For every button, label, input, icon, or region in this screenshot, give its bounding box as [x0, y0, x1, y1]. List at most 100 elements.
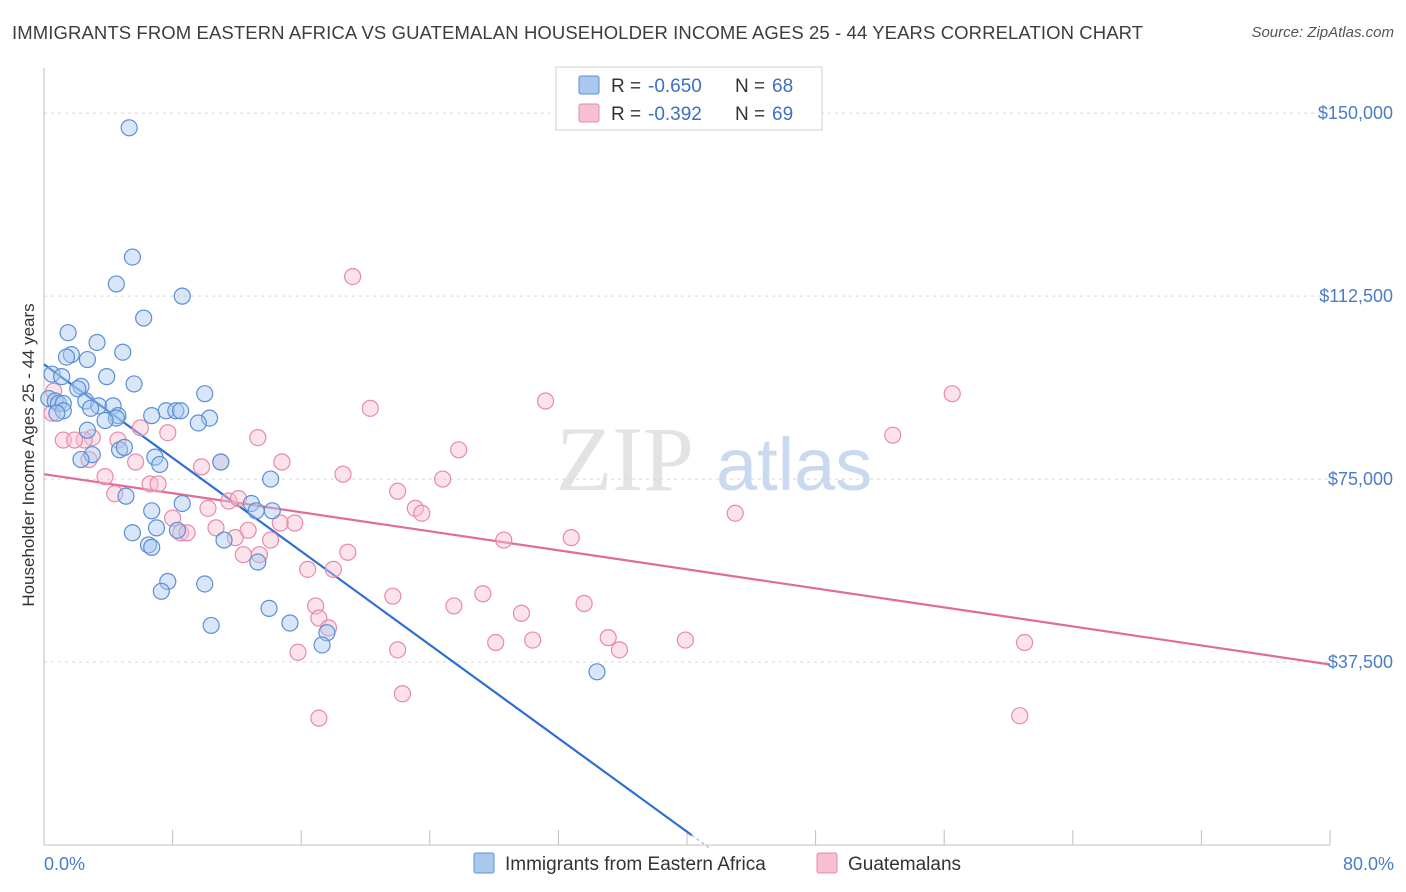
- point-eastern-africa: [588, 663, 606, 681]
- point-guatemalan: [299, 560, 317, 578]
- legend-swatch-blue: [578, 75, 600, 95]
- point-eastern-africa: [263, 502, 281, 520]
- point-guatemalan: [389, 482, 407, 500]
- point-guatemalan: [361, 399, 379, 417]
- point-guatemalan: [884, 426, 902, 444]
- grid-lines: [44, 112, 1330, 663]
- point-eastern-africa: [262, 470, 280, 488]
- point-guatemalan: [234, 546, 252, 564]
- point-eastern-africa: [62, 346, 80, 364]
- legend-r-label-1: R =: [611, 76, 641, 97]
- point-guatemalan: [207, 519, 225, 537]
- point-eastern-africa: [135, 309, 153, 327]
- point-eastern-africa: [202, 616, 220, 635]
- point-eastern-africa: [172, 402, 190, 420]
- correlation-legend: R = -0.650 N = 68 R = -0.392 N = 69: [555, 66, 823, 131]
- point-guatemalan: [1011, 707, 1029, 725]
- trend-line-eastern-africa: [43, 363, 693, 837]
- legend-box: [555, 66, 823, 131]
- point-eastern-africa: [143, 502, 161, 520]
- trend-line-guatemalan: [43, 473, 1331, 666]
- point-guatemalan: [127, 453, 145, 471]
- point-eastern-africa: [78, 350, 97, 369]
- point-guatemalan: [536, 392, 555, 410]
- point-guatemalan: [289, 643, 307, 661]
- bottom-legend-swatch-blue: [473, 852, 495, 874]
- point-guatemalan: [726, 504, 744, 522]
- point-eastern-africa: [281, 614, 299, 632]
- point-guatemalan: [512, 604, 531, 622]
- legend-n-label-2: N =: [735, 104, 765, 125]
- point-guatemalan: [192, 458, 211, 476]
- point-eastern-africa: [159, 572, 177, 591]
- legend-n-label-1: N =: [735, 76, 765, 97]
- point-eastern-africa: [260, 599, 278, 617]
- point-eastern-africa: [98, 368, 116, 386]
- point-eastern-africa: [123, 248, 142, 266]
- point-eastern-africa: [48, 404, 66, 422]
- point-guatemalan: [562, 529, 580, 547]
- point-eastern-africa: [200, 409, 219, 427]
- point-guatemalan: [450, 441, 468, 459]
- point-guatemalan: [229, 489, 248, 508]
- point-eastern-africa: [173, 287, 191, 305]
- point-eastern-africa: [117, 487, 135, 505]
- point-eastern-africa: [82, 399, 100, 417]
- point-guatemalan: [1015, 633, 1034, 652]
- point-eastern-africa: [69, 380, 87, 398]
- point-guatemalan: [495, 531, 513, 549]
- point-guatemalan: [599, 629, 617, 647]
- trend-extension-eastern-africa: [691, 834, 712, 850]
- point-eastern-africa: [72, 450, 90, 469]
- point-guatemalan: [249, 429, 267, 447]
- bottom-legend-swatch-pink: [816, 852, 838, 874]
- axes: [43, 68, 1331, 846]
- legend-swatch-pink: [578, 103, 600, 123]
- point-eastern-africa: [168, 521, 187, 539]
- point-guatemalan: [286, 514, 304, 532]
- data-points: [40, 119, 1034, 727]
- point-guatemalan: [96, 468, 114, 486]
- point-guatemalan: [344, 267, 362, 286]
- point-eastern-africa: [110, 441, 129, 459]
- point-guatemalan: [131, 419, 150, 437]
- point-guatemalan: [384, 587, 402, 605]
- point-guatemalan: [199, 499, 217, 517]
- point-eastern-africa: [212, 453, 230, 471]
- source-label: Source: ZipAtlas.com: [1251, 24, 1394, 41]
- legend-n-value-2: 69: [772, 104, 793, 125]
- watermark-zip: ZIP: [556, 408, 694, 510]
- point-guatemalan: [334, 465, 352, 483]
- bottom-legend-label-1: Immigrants from Eastern Africa: [505, 854, 766, 875]
- point-eastern-africa: [147, 519, 166, 537]
- watermark-atlas: atlas: [716, 423, 872, 506]
- y-tick-label: $75,000: [1328, 469, 1393, 489]
- bottom-legend-label-2: Guatemalans: [848, 854, 961, 875]
- point-eastern-africa: [152, 582, 170, 600]
- point-eastern-africa: [143, 407, 161, 425]
- tick-labels: $37,500 $75,000 $112,500 $150,000 0.0% 80.0%: [44, 103, 1394, 874]
- point-guatemalan: [413, 504, 431, 522]
- x-tick-label-min: 0.0%: [44, 854, 85, 874]
- point-eastern-africa: [189, 414, 207, 432]
- point-eastern-africa: [123, 524, 142, 542]
- chart-title: IMMIGRANTS FROM EASTERN AFRICA VS GUATEM…: [12, 22, 1144, 43]
- point-eastern-africa: [249, 553, 267, 571]
- point-eastern-africa: [125, 375, 143, 393]
- point-eastern-africa: [57, 348, 76, 366]
- y-axis-label: Householder Income Ages 25 - 44 years: [19, 303, 38, 606]
- legend-n-value-1: 68: [772, 76, 793, 97]
- point-eastern-africa: [107, 275, 125, 293]
- point-guatemalan: [172, 524, 190, 542]
- legend-r-value-1: -0.650: [648, 76, 702, 97]
- point-guatemalan: [75, 431, 93, 449]
- watermark: ZIP atlas: [556, 408, 872, 510]
- series-legend: Immigrants from Eastern Africa Guatemala…: [473, 852, 961, 875]
- point-eastern-africa: [115, 438, 133, 456]
- point-guatemalan: [271, 514, 289, 532]
- point-eastern-africa: [78, 421, 97, 439]
- point-guatemalan: [339, 543, 357, 561]
- trend-lines: [43, 363, 1331, 850]
- point-guatemalan: [474, 585, 492, 603]
